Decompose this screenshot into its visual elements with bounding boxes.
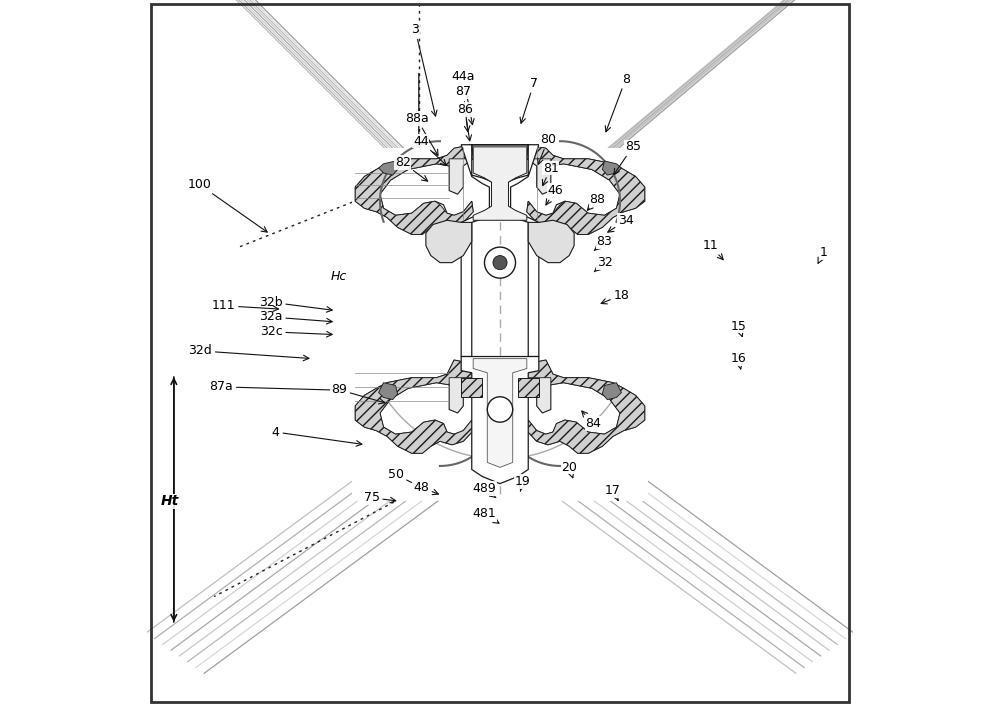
Text: 80: 80: [538, 133, 556, 164]
Text: 81: 81: [542, 162, 559, 186]
Polygon shape: [355, 145, 473, 234]
Text: 88a: 88a: [405, 112, 438, 155]
Text: 11: 11: [703, 239, 723, 260]
Text: 32: 32: [594, 256, 612, 272]
Text: 1: 1: [818, 246, 827, 263]
Text: 34: 34: [608, 214, 634, 232]
Text: Ht: Ht: [161, 494, 179, 508]
Text: 7: 7: [520, 77, 538, 124]
Polygon shape: [527, 145, 645, 234]
Text: 15: 15: [731, 320, 747, 337]
Text: 44: 44: [413, 135, 446, 165]
Text: 489: 489: [473, 482, 496, 498]
Circle shape: [484, 247, 516, 278]
Polygon shape: [461, 357, 539, 484]
Text: 19: 19: [515, 475, 530, 491]
Polygon shape: [527, 145, 645, 234]
Text: 44a: 44a: [452, 70, 475, 124]
Polygon shape: [518, 378, 539, 397]
Polygon shape: [355, 145, 473, 234]
Text: 85: 85: [614, 140, 641, 174]
Text: 83: 83: [594, 235, 612, 251]
Polygon shape: [473, 359, 527, 467]
Text: 100: 100: [188, 179, 267, 232]
Polygon shape: [379, 161, 398, 175]
Text: 87: 87: [455, 85, 471, 131]
Polygon shape: [527, 360, 645, 453]
Text: 17: 17: [605, 484, 621, 501]
Polygon shape: [527, 360, 645, 453]
Text: 50: 50: [388, 468, 420, 486]
Text: 8: 8: [605, 73, 630, 132]
Text: 46: 46: [546, 184, 563, 205]
Polygon shape: [426, 220, 472, 263]
Text: 87a: 87a: [209, 381, 344, 393]
Polygon shape: [355, 360, 473, 453]
Text: 32d: 32d: [188, 345, 309, 361]
Text: 75: 75: [364, 491, 396, 504]
Text: 89: 89: [331, 383, 385, 404]
Text: 4: 4: [272, 426, 362, 446]
Polygon shape: [355, 360, 473, 453]
Text: Hc: Hc: [331, 270, 347, 283]
Text: 84: 84: [582, 411, 601, 430]
Text: 3: 3: [411, 23, 437, 116]
Text: 86: 86: [457, 103, 473, 140]
Text: 18: 18: [601, 289, 629, 304]
Polygon shape: [602, 161, 621, 175]
Text: 20: 20: [561, 461, 577, 478]
Text: 48: 48: [413, 481, 438, 495]
FancyBboxPatch shape: [352, 148, 648, 501]
Circle shape: [487, 397, 513, 422]
Text: 32b: 32b: [259, 296, 332, 312]
Polygon shape: [461, 378, 482, 397]
Text: 16: 16: [731, 352, 747, 369]
Text: 88: 88: [587, 193, 605, 210]
Text: 32a: 32a: [259, 311, 332, 324]
Polygon shape: [379, 383, 398, 400]
Text: 82: 82: [395, 156, 428, 181]
Polygon shape: [473, 147, 527, 220]
Text: 481: 481: [473, 508, 499, 523]
Text: 111: 111: [212, 299, 279, 312]
Polygon shape: [461, 145, 539, 357]
Polygon shape: [602, 383, 621, 400]
Polygon shape: [528, 220, 574, 263]
Text: 32c: 32c: [260, 325, 332, 338]
Circle shape: [493, 256, 507, 270]
